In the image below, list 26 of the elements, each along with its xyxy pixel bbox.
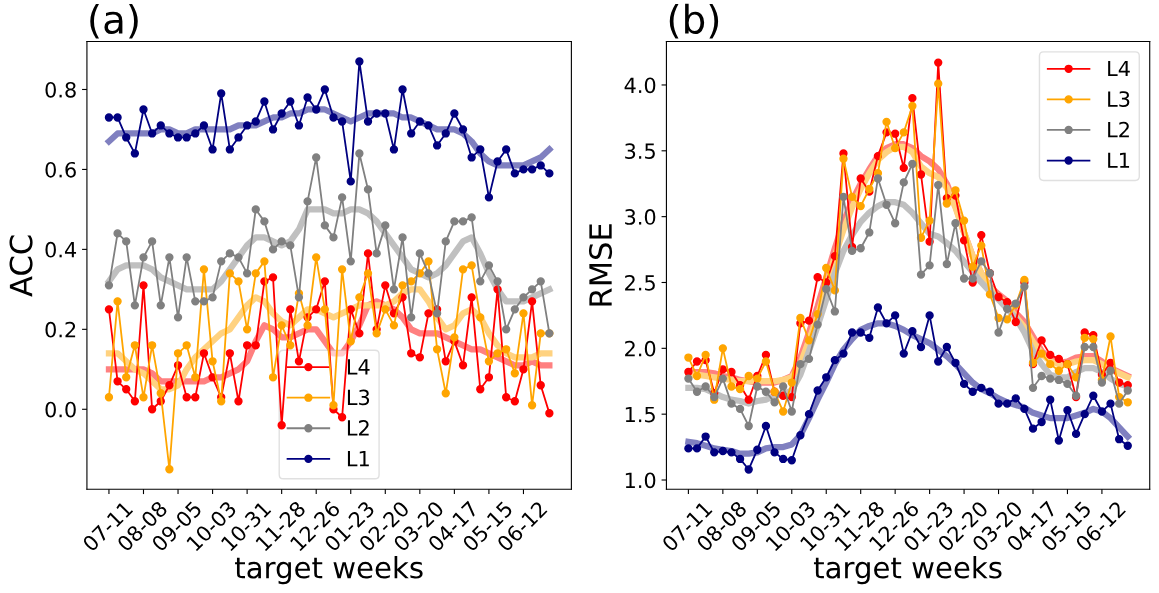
legend-label: L2 bbox=[1108, 121, 1129, 138]
y-tick-label: 4.0 bbox=[624, 77, 656, 94]
y-tick-label: 2.0 bbox=[625, 340, 656, 357]
y-tick-label: 0.8 bbox=[45, 81, 76, 98]
y-tick-label: 2.5 bbox=[625, 274, 655, 291]
chart-title: (a) bbox=[90, 3, 138, 39]
y-tick-label: 3.0 bbox=[625, 209, 656, 225]
legend-label: L1 bbox=[347, 450, 369, 467]
legend-label: L3 bbox=[347, 389, 370, 406]
legend-label: L2 bbox=[347, 420, 369, 436]
legend-label: L1 bbox=[1108, 152, 1130, 168]
x-axis-title: target weeks bbox=[235, 556, 423, 585]
legend-label: L4 bbox=[1108, 60, 1130, 77]
y-tick-label: 0.2 bbox=[45, 321, 76, 338]
legend-label: L4 bbox=[347, 359, 370, 375]
chart-title: (b) bbox=[669, 3, 719, 39]
y-tick-label: 1.5 bbox=[625, 406, 655, 423]
y-tick-label: 3.5 bbox=[625, 143, 655, 160]
y-tick-label: 1.0 bbox=[625, 472, 656, 489]
y-axis-title: ACC bbox=[9, 235, 33, 297]
y-tick-label: 0.4 bbox=[45, 241, 77, 258]
y-tick-label: 0.0 bbox=[45, 401, 76, 418]
y-axis-title: RMSE bbox=[588, 224, 613, 306]
y-tick-label: 0.6 bbox=[45, 161, 76, 178]
x-axis-title: target weeks bbox=[813, 556, 1002, 585]
legend-label: L3 bbox=[1108, 91, 1130, 107]
